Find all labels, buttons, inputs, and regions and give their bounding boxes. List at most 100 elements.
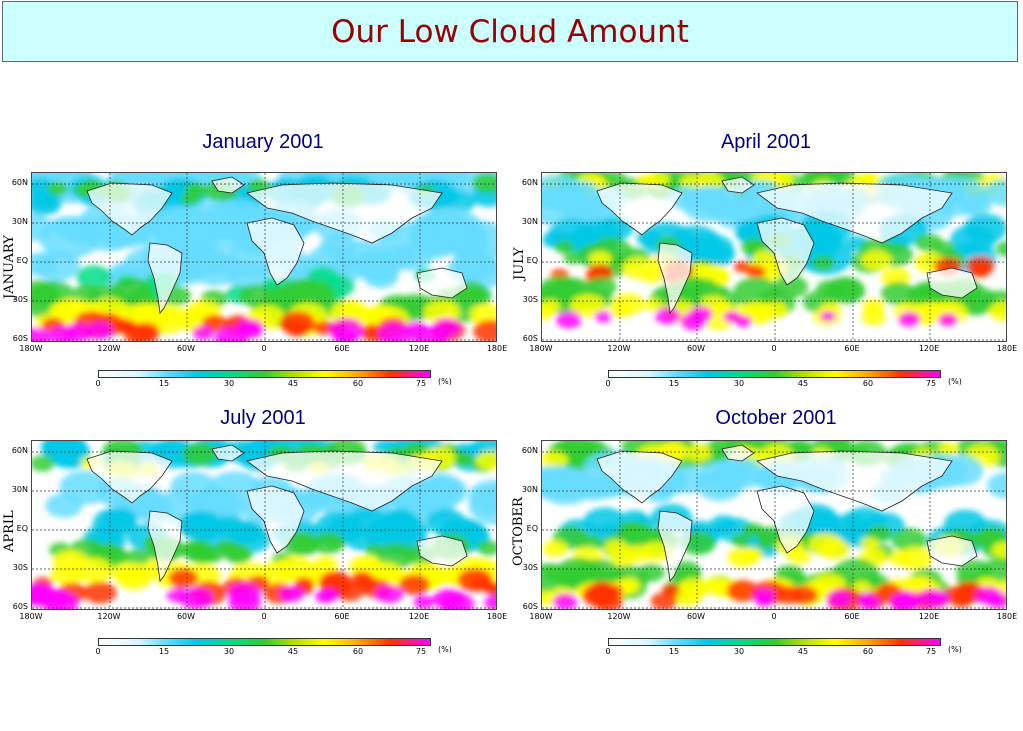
longitude-tick-label: 60E bbox=[334, 344, 350, 353]
cloud-patch bbox=[773, 275, 808, 299]
longitude-tick-label: 180E bbox=[996, 612, 1018, 621]
cloud-patch bbox=[987, 472, 1006, 499]
cloud-patch bbox=[364, 544, 383, 557]
longitude-tick-label: 180E bbox=[996, 344, 1018, 353]
cloud-patch bbox=[668, 466, 709, 494]
cloud-patch bbox=[753, 588, 776, 603]
cloud-patch bbox=[594, 310, 612, 323]
cloud-patch bbox=[73, 557, 114, 584]
cloud-patch bbox=[991, 541, 1006, 559]
latitude-tick-label: 30N bbox=[11, 485, 28, 494]
continent-outline bbox=[211, 444, 245, 462]
cloud-patch bbox=[484, 594, 496, 609]
latitude-tick-label: 60N bbox=[521, 178, 538, 187]
longitude-tick-label: 120W bbox=[97, 612, 121, 621]
cloud-patch bbox=[423, 300, 461, 325]
cloud-patch bbox=[757, 535, 778, 549]
longitude-tick-label: 60W bbox=[176, 612, 196, 621]
cloud-patch bbox=[542, 540, 568, 557]
colorbar-tick-label: 45 bbox=[287, 379, 299, 388]
colorbar bbox=[98, 638, 431, 646]
cloud-patch bbox=[45, 493, 83, 518]
longitude-tick-label: 180E bbox=[486, 344, 508, 353]
cloud-patch bbox=[279, 585, 304, 603]
colorbar-tick-label: 60 bbox=[862, 647, 874, 656]
cloud-patch bbox=[555, 311, 582, 329]
cloud-patch bbox=[858, 592, 874, 603]
colorbar-unit-label: (%) bbox=[948, 377, 962, 386]
continent-outline bbox=[721, 444, 755, 462]
continent-outline bbox=[86, 182, 173, 236]
cloud-patch bbox=[569, 294, 606, 318]
cloud-patch bbox=[654, 307, 681, 325]
cloud-patch bbox=[32, 191, 62, 216]
continent-outline bbox=[596, 450, 683, 504]
latitude-tick-label: 60S bbox=[12, 602, 28, 611]
continent-outlines bbox=[596, 176, 978, 314]
colorbar-unit-label: (%) bbox=[438, 377, 452, 386]
cloud-map-july bbox=[31, 440, 497, 610]
cloud-patch bbox=[472, 173, 496, 194]
longitude-tick-label: 0 bbox=[771, 344, 777, 353]
cloud-patch bbox=[739, 547, 763, 563]
cloud-patch bbox=[63, 322, 93, 341]
cloud-patch bbox=[696, 173, 724, 191]
cloud-patch bbox=[235, 319, 265, 339]
cloud-patch bbox=[888, 550, 912, 566]
latitude-tick-label: 30S bbox=[12, 563, 28, 572]
cloud-patch bbox=[432, 587, 465, 609]
colorbar-tick-label: 0 bbox=[95, 379, 101, 388]
graticule bbox=[542, 173, 1006, 341]
cloud-patch bbox=[861, 309, 886, 326]
cloud-patch bbox=[826, 590, 852, 608]
cloud-patch bbox=[588, 251, 612, 267]
cloud-patch bbox=[469, 576, 491, 590]
cloud-patch bbox=[351, 571, 373, 586]
colorbar-tick-label: 75 bbox=[925, 379, 937, 388]
cloud-patch bbox=[182, 442, 218, 466]
cloud-patch bbox=[384, 246, 417, 268]
panel-title-april: April 2001 bbox=[720, 131, 812, 153]
cloud-patch bbox=[313, 320, 335, 335]
cloud-patch bbox=[277, 555, 314, 580]
cloud-patch bbox=[239, 284, 274, 308]
cloud-patch bbox=[475, 451, 496, 470]
latitude-tick-label: 60N bbox=[11, 446, 28, 455]
cloud-patch bbox=[746, 265, 766, 279]
cloud-patch bbox=[542, 306, 555, 320]
colorbar-tick-label: 45 bbox=[797, 379, 809, 388]
colorbar-tick-label: 45 bbox=[797, 647, 809, 656]
cloud-patch bbox=[696, 187, 740, 218]
longitude-tick-label: 60W bbox=[686, 344, 706, 353]
continent-outline bbox=[926, 535, 978, 567]
cloud-patch bbox=[812, 255, 835, 271]
cloud-patch bbox=[399, 574, 430, 596]
continent-outline bbox=[416, 535, 468, 567]
longitude-tick-label: 180W bbox=[529, 612, 553, 621]
cloud-patch bbox=[753, 249, 780, 267]
cloud-patch bbox=[542, 451, 568, 470]
colorbar-tick-label: 60 bbox=[352, 647, 364, 656]
longitude-tick-label: 120E bbox=[408, 344, 430, 353]
continent-outline bbox=[926, 267, 978, 299]
graticule bbox=[32, 441, 496, 609]
cloud-patch bbox=[86, 321, 114, 340]
cloud-patch bbox=[891, 528, 927, 552]
longitude-tick-label: 60E bbox=[334, 612, 350, 621]
colorbar-tick-label: 75 bbox=[415, 379, 427, 388]
side-label-january: JANUARY bbox=[2, 235, 17, 299]
cloud-patch bbox=[860, 537, 879, 550]
cloud-patch bbox=[726, 580, 760, 602]
cloud-patch bbox=[413, 595, 435, 609]
graticule bbox=[32, 173, 496, 341]
longitude-tick-label: 0 bbox=[771, 612, 777, 621]
latitude-tick-label: 30S bbox=[522, 563, 538, 572]
cloud-patch bbox=[909, 576, 935, 593]
colorbar-tick-label: 15 bbox=[158, 379, 170, 388]
cloud-patch bbox=[451, 452, 473, 467]
latitude-tick-label: 30N bbox=[11, 217, 28, 226]
cloud-patch bbox=[688, 306, 713, 323]
cloud-patch bbox=[47, 181, 69, 196]
continent-outline bbox=[86, 450, 173, 504]
cloud-patch bbox=[375, 584, 404, 604]
